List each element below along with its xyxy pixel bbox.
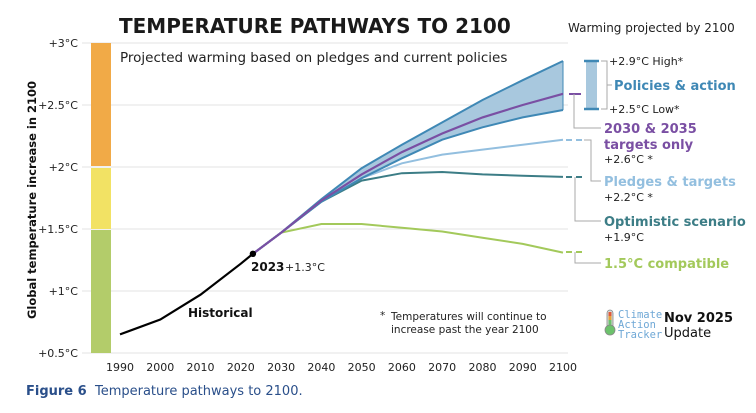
historical-label: Historical bbox=[188, 306, 253, 320]
figure-caption-text: Temperature pathways to 2100. bbox=[94, 384, 303, 399]
y-tick-label: +0.5°C bbox=[38, 347, 78, 360]
marker-2023-value: +1.3°C bbox=[285, 261, 325, 274]
series-line-targets-only bbox=[252, 92, 564, 255]
note-star: * bbox=[380, 310, 385, 322]
legend-targets-value: +2.6°C * bbox=[604, 153, 653, 166]
legend-targets-connector bbox=[573, 94, 601, 129]
y-tick-label: +2°C bbox=[49, 161, 79, 174]
x-tick-label: 2000 bbox=[146, 361, 174, 374]
legend-policies-range-bar bbox=[586, 61, 597, 109]
legend-targets-name-2: targets only bbox=[604, 138, 694, 153]
logo-line-1: Climate bbox=[618, 309, 662, 321]
x-tick-label: 2050 bbox=[348, 361, 376, 374]
legend-optimistic: Optimistic scenario +1.9°C bbox=[566, 176, 746, 244]
x-tick-label: 2080 bbox=[468, 361, 496, 374]
x-tick-label: 2060 bbox=[388, 361, 416, 374]
legend-pledges-name: Pledges & targets bbox=[604, 175, 736, 190]
x-axis-ticks: 1990 2000 2010 2020 2030 2040 2050 2060 2070 2080… bbox=[106, 361, 577, 374]
legend-targets-name-1: 2030 & 2035 bbox=[604, 122, 697, 137]
legend-policies-action: +2.9°C High* Policies & action +2.5°C Lo… bbox=[584, 55, 736, 116]
y-tick-label: +3°C bbox=[49, 37, 79, 50]
note-line-2: increase past the year 2100 bbox=[391, 324, 539, 336]
logo-line-3: Tracker bbox=[618, 329, 662, 341]
legend-1-5-connector bbox=[574, 252, 601, 264]
legend-policies-high: +2.9°C High* bbox=[609, 55, 684, 68]
legend-policies-bracket bbox=[601, 60, 612, 110]
risk-band-1 bbox=[91, 168, 111, 229]
x-tick-label: 2070 bbox=[428, 361, 456, 374]
risk-band-0 bbox=[91, 43, 111, 166]
chart-title: TEMPERATURE PATHWAYS TO 2100 bbox=[119, 14, 511, 38]
series-line-pledges bbox=[252, 138, 564, 255]
legend-optimistic-name: Optimistic scenario bbox=[604, 215, 746, 230]
climate-action-tracker-logo: Climate Action Tracker bbox=[604, 309, 662, 341]
x-tick-label: 1990 bbox=[106, 361, 134, 374]
note-line-1: Temperatures will continue to bbox=[390, 311, 547, 323]
update-label: Update bbox=[664, 326, 711, 341]
legend-optimistic-value: +1.9°C bbox=[604, 231, 644, 244]
policies-band-fill bbox=[252, 61, 563, 254]
x-tick-label: 2100 bbox=[549, 361, 577, 374]
figure-caption: Figure 6 Temperature pathways to 2100. bbox=[26, 384, 303, 399]
logo-line-2: Action bbox=[618, 319, 656, 331]
series-lines bbox=[119, 60, 564, 336]
series-line-1-5-compatible bbox=[252, 223, 564, 255]
legend-pledges-connector bbox=[584, 139, 601, 182]
risk-band-2 bbox=[91, 230, 111, 353]
y-axis-ticks: +3°C +2.5°C +2°C +1.5°C +1°C +0.5°C bbox=[38, 37, 78, 360]
legend-policies-name: Policies & action bbox=[614, 79, 736, 94]
y-tick-label: +2.5°C bbox=[38, 99, 78, 112]
legend-1-5-name: 1.5°C compatible bbox=[604, 257, 729, 272]
x-tick-label: 2010 bbox=[187, 361, 215, 374]
legend-optimistic-connector bbox=[574, 177, 601, 222]
y-axis-label: Global temperature increase in 2100 bbox=[25, 81, 39, 319]
x-tick-label: 2030 bbox=[267, 361, 295, 374]
legend-targets-only: 2030 & 2035 targets only +2.6°C * bbox=[569, 93, 697, 166]
legend-pledges-value: +2.2°C * bbox=[604, 191, 653, 204]
policies-band-low-line bbox=[252, 109, 564, 255]
legend-1-5-compatible: 1.5°C compatible bbox=[566, 251, 729, 272]
figure-label: Figure 6 bbox=[26, 384, 87, 399]
x-tick-label: 2020 bbox=[227, 361, 255, 374]
series-line-optimistic bbox=[252, 170, 564, 255]
chart-subtitle: Projected warming based on pledges and c… bbox=[120, 50, 507, 66]
grid-lines bbox=[82, 42, 568, 354]
legend-policies-low: +2.5°C Low* bbox=[609, 103, 680, 116]
series-line-historical bbox=[119, 252, 254, 336]
x-tick-label: 2090 bbox=[509, 361, 537, 374]
legend-pledges: Pledges & targets +2.2°C * bbox=[566, 139, 736, 204]
thermometer-icon bbox=[604, 309, 616, 336]
x-tick-label: 2040 bbox=[307, 361, 335, 374]
y-tick-label: +1°C bbox=[49, 285, 79, 298]
marker-2023-dot bbox=[249, 250, 257, 257]
y-tick-label: +1.5°C bbox=[38, 223, 78, 236]
risk-bands bbox=[91, 43, 111, 353]
legend-header: Warming projected by 2100 bbox=[568, 21, 735, 35]
marker-2023-year: 2023 bbox=[251, 260, 284, 274]
update-date: Nov 2025 bbox=[664, 311, 733, 326]
